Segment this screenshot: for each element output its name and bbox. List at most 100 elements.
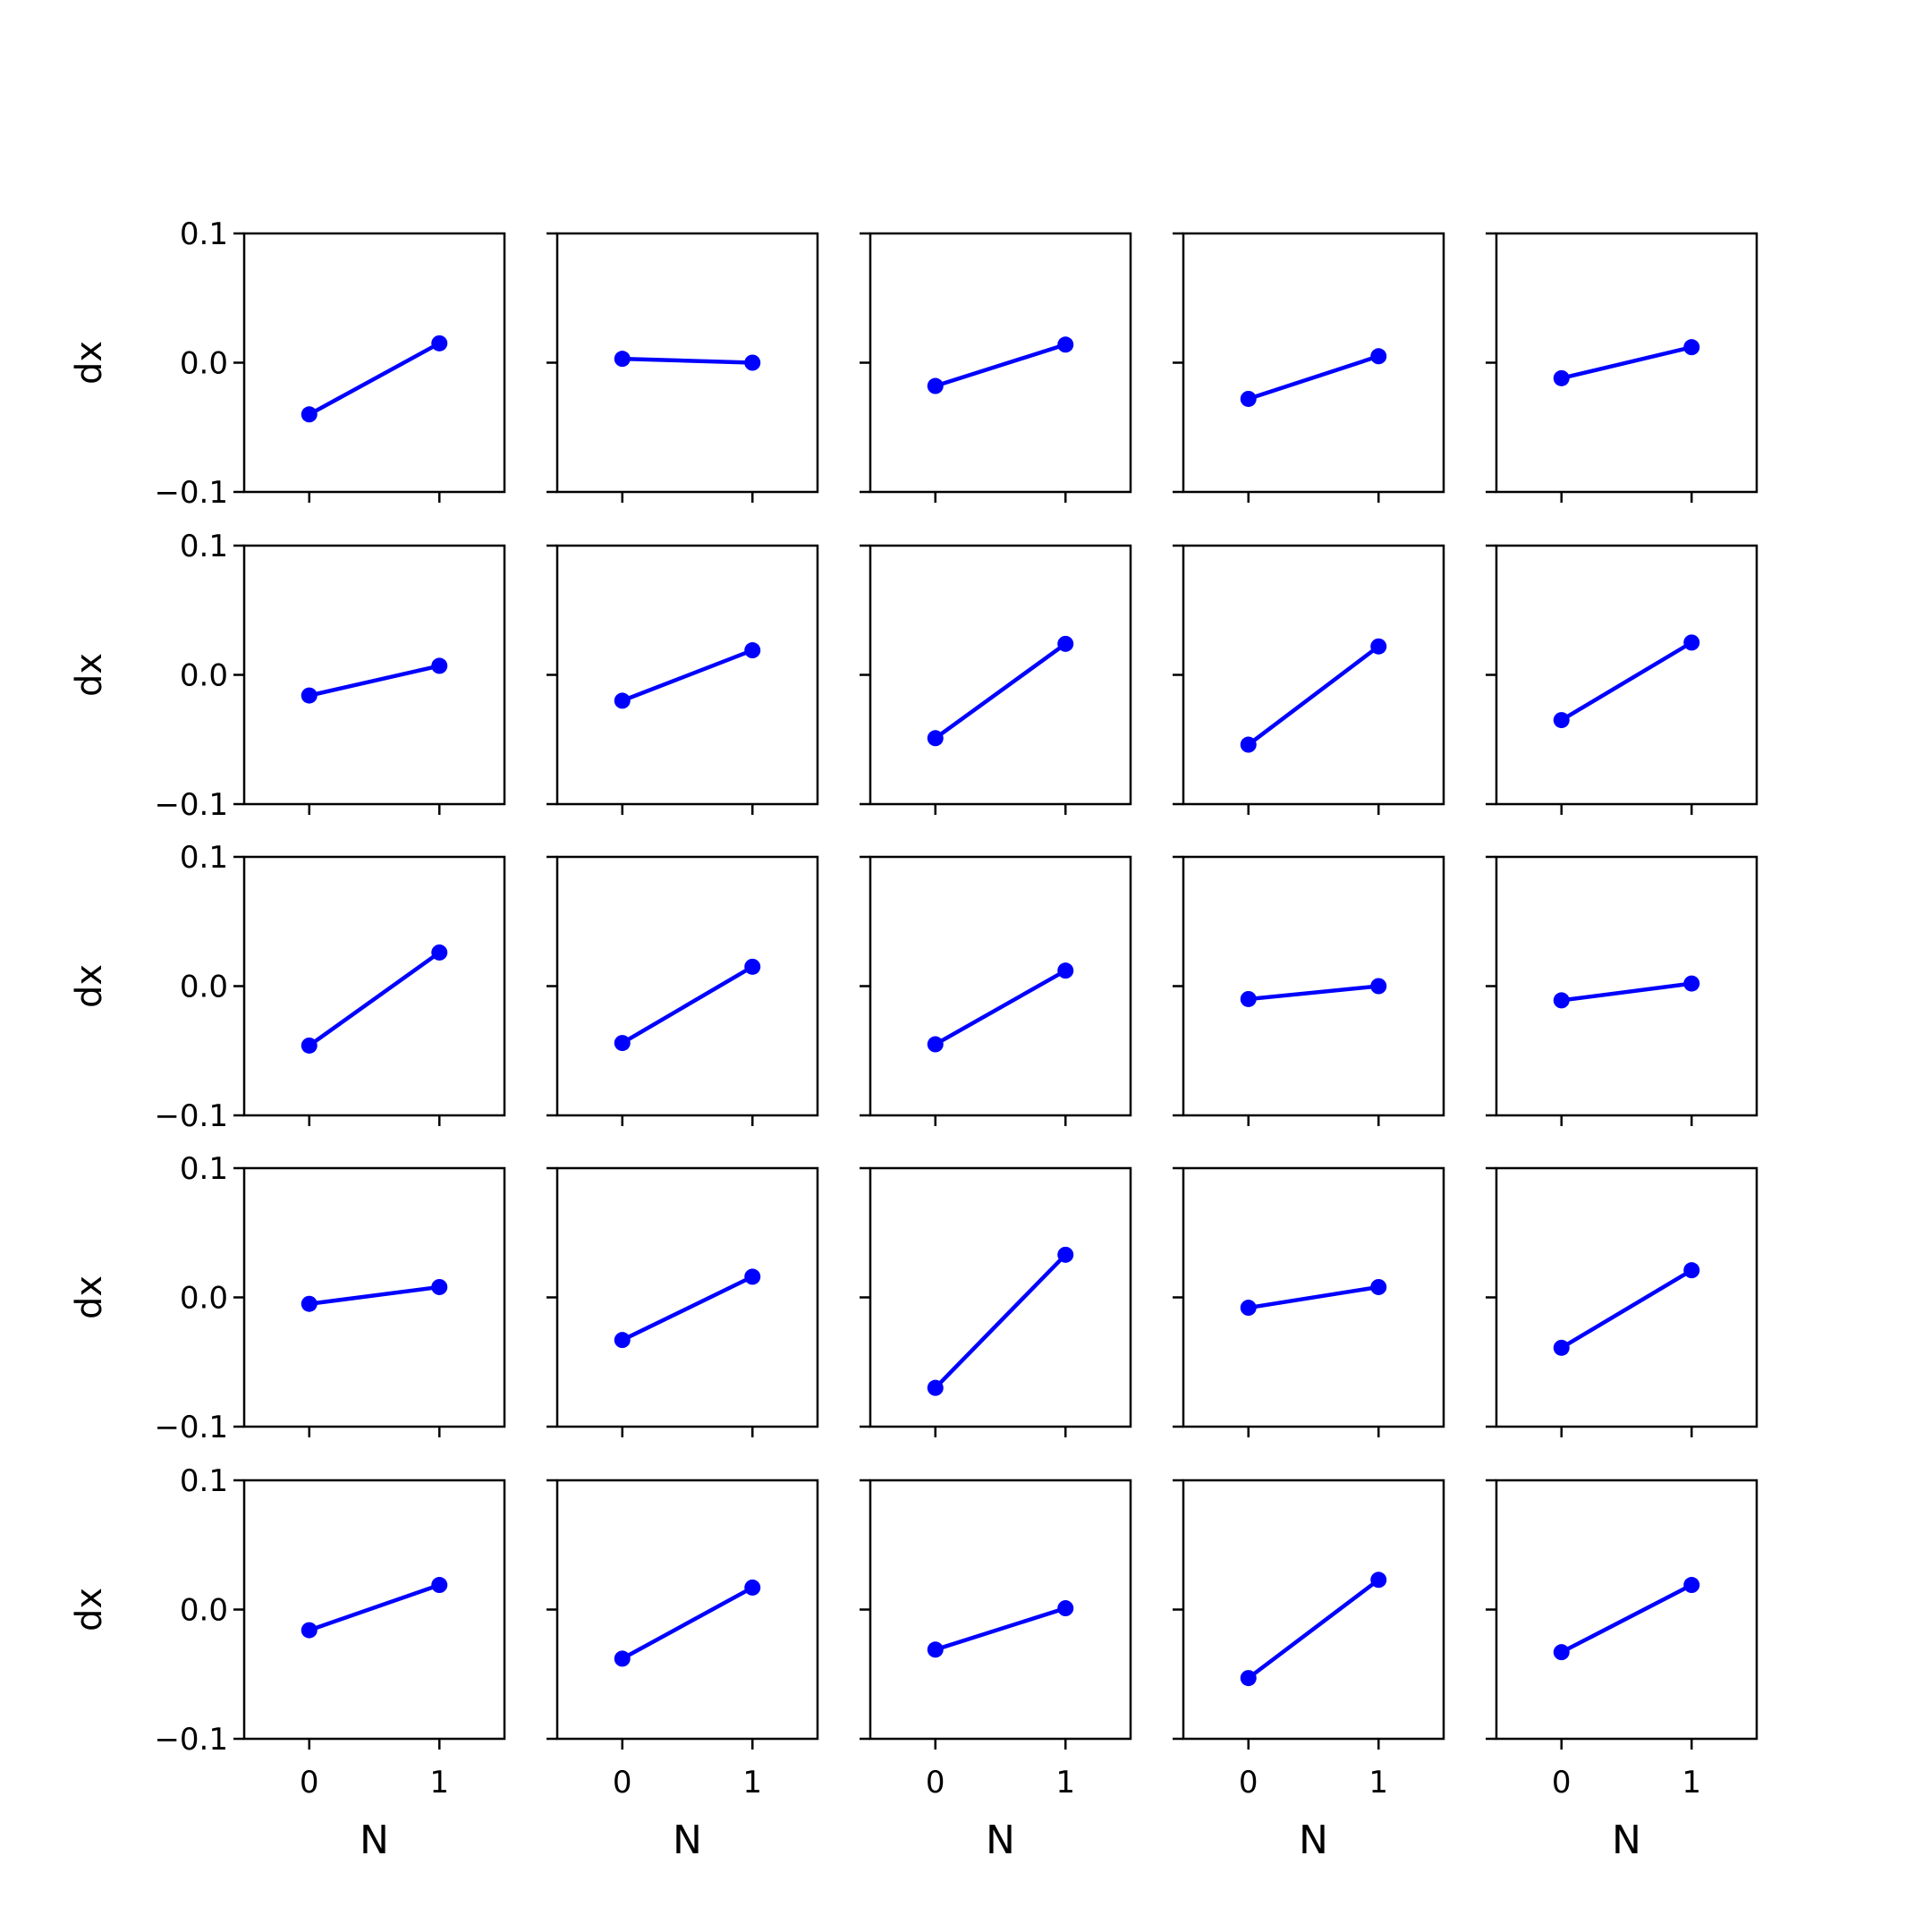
x-axis-label: N: [360, 1818, 389, 1863]
data-point: [1683, 1262, 1700, 1279]
data-point: [1240, 1300, 1257, 1317]
y-tick-label: 0.0: [180, 1593, 228, 1629]
series-line: [309, 1284, 440, 1306]
data-point: [1057, 962, 1074, 979]
data-point: [614, 1035, 631, 1052]
series-line: [1561, 981, 1692, 1003]
y-tick-label: −0.1: [154, 1098, 228, 1134]
data-point: [1553, 712, 1570, 729]
data-point: [301, 1295, 318, 1312]
y-tick-label: 0.0: [180, 970, 228, 1005]
panel-r3-c1: −0.1 0.0 0.1 dx: [69, 840, 506, 1134]
series-line: [308, 341, 441, 417]
data-point: [1240, 390, 1257, 407]
data-point: [1683, 339, 1700, 356]
data-point: [431, 1577, 448, 1594]
data-point: [1683, 1577, 1700, 1594]
series-line: [621, 648, 754, 703]
data-point: [1370, 1278, 1387, 1295]
panel-r5-c5: 0 1 N: [1486, 1479, 1758, 1863]
data-point: [927, 1379, 944, 1396]
panel-r1-c3: [860, 232, 1132, 503]
panel-r1-c2: [547, 232, 819, 503]
data-point: [744, 642, 761, 659]
data-point: [614, 1332, 631, 1349]
data-point: [1057, 1246, 1074, 1263]
series-line: [622, 356, 753, 365]
data-point: [1553, 1644, 1570, 1661]
data-point: [301, 1622, 318, 1639]
series-line: [1560, 640, 1693, 723]
panel-r2-c1: −0.1 0.0 0.1 dx: [69, 529, 506, 823]
data-point: [1057, 336, 1074, 353]
series-line: [935, 1606, 1066, 1652]
x-axis-label: N: [1612, 1818, 1641, 1863]
panel-r4-c2: [547, 1166, 819, 1437]
y-tick-label: −0.1: [154, 1722, 228, 1758]
series-line: [1248, 984, 1379, 1002]
data-point: [301, 406, 318, 423]
y-tick-label: 0.1: [180, 840, 228, 876]
data-point: [1370, 638, 1387, 655]
data-point: [614, 351, 631, 368]
series-line: [1248, 354, 1379, 402]
data-point: [744, 1579, 761, 1596]
series-line: [934, 1253, 1067, 1390]
x-tick-label: 1: [429, 1765, 449, 1801]
data-point: [1240, 990, 1257, 1007]
x-axis-label: N: [673, 1818, 702, 1863]
x-tick-label: 1: [1368, 1765, 1388, 1801]
y-axis-label: dx: [69, 964, 110, 1008]
data-point: [927, 730, 944, 747]
panel-r3-c2: [547, 855, 819, 1126]
series-line: [621, 1585, 754, 1661]
x-axis-label: N: [1299, 1818, 1328, 1863]
data-point: [614, 1650, 631, 1667]
panel-r4-c4: [1173, 1166, 1445, 1437]
data-point: [927, 1641, 944, 1658]
data-point: [431, 944, 448, 961]
data-point: [744, 354, 761, 371]
panel-r5-c1: −0.1 0.0 0.1 0 1 dx N: [69, 1463, 506, 1863]
y-tick-label: −0.1: [154, 475, 228, 511]
y-axis-label: dx: [69, 341, 110, 385]
data-point: [744, 1268, 761, 1285]
data-point: [431, 1278, 448, 1295]
x-tick-label: 0: [300, 1765, 319, 1801]
y-tick-label: 0.0: [180, 346, 228, 382]
data-point: [1370, 978, 1387, 995]
series-line: [621, 964, 754, 1046]
series-line: [1248, 1284, 1379, 1310]
y-axis-label: dx: [69, 653, 110, 697]
data-point: [1057, 635, 1074, 652]
y-tick-label: 0.0: [180, 1281, 228, 1317]
data-point: [1683, 634, 1700, 651]
x-tick-label: 0: [1552, 1765, 1572, 1801]
data-point: [431, 335, 448, 352]
y-tick-label: −0.1: [154, 1410, 228, 1445]
x-tick-label: 0: [926, 1765, 945, 1801]
data-point: [301, 1037, 318, 1054]
x-tick-label: 1: [1682, 1765, 1701, 1801]
y-tick-label: 0.1: [180, 1151, 228, 1187]
series-line: [935, 343, 1066, 388]
panel-r4-c3: [860, 1166, 1132, 1437]
panel-r1-c1: −0.1 0.0 0.1 dx: [69, 216, 506, 511]
data-point: [1370, 1572, 1387, 1589]
panel-r4-c5: [1486, 1166, 1758, 1437]
data-point: [1683, 975, 1700, 992]
x-axis-label: N: [986, 1818, 1015, 1863]
panel-r3-c3: [860, 855, 1132, 1126]
y-tick-label: 0.1: [180, 529, 228, 564]
y-tick-label: −0.1: [154, 787, 228, 823]
panel-r3-c4: [1173, 855, 1445, 1126]
data-point: [301, 687, 318, 704]
y-tick-label: 0.0: [180, 658, 228, 694]
panel-r5-c2: 0 1 N: [547, 1479, 819, 1863]
panel-grid: −0.10.00.1dx−0.10.00.1dx−0.10.00.1dx−0.1…: [69, 216, 1758, 1863]
data-point: [1370, 348, 1387, 365]
data-point: [614, 692, 631, 709]
series-line: [309, 1582, 440, 1632]
panel-r1-c4: [1173, 232, 1445, 503]
